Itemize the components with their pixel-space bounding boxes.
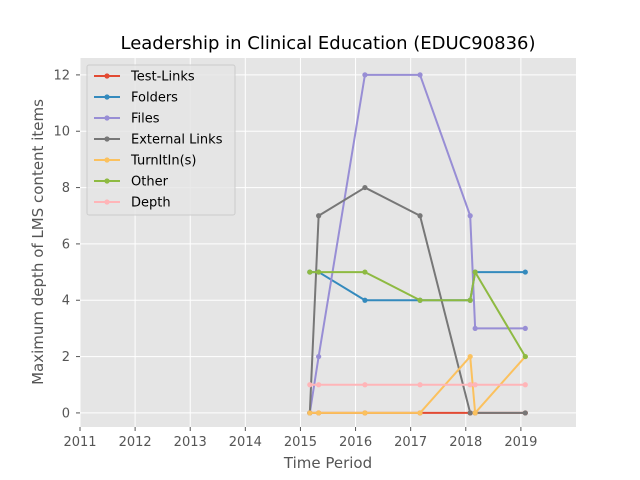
legend-label: Files: [131, 112, 160, 127]
y-axis-ticks: 0 2 4 6 8 10 12: [53, 68, 80, 421]
x-tick-label: 2019: [504, 435, 537, 450]
data-point: [307, 382, 313, 388]
data-point: [522, 382, 528, 388]
data-point: [472, 382, 478, 388]
data-point: [362, 382, 368, 388]
x-tick-label: 2011: [63, 435, 96, 450]
legend-label: Test-Links: [130, 70, 195, 85]
data-point: [307, 410, 313, 416]
legend-label: Depth: [131, 196, 171, 211]
data-point: [362, 184, 368, 191]
legend-label: Folders: [131, 91, 178, 106]
data-point: [417, 72, 423, 78]
data-point: [362, 72, 368, 78]
data-point: [316, 382, 322, 388]
x-tick-label: 2013: [174, 435, 207, 450]
legend-label: Other: [131, 175, 169, 190]
series-layer: [307, 72, 528, 416]
data-point: [467, 213, 473, 219]
data-point: [467, 382, 473, 388]
data-point: [362, 297, 368, 303]
x-tick-label: 2014: [229, 435, 262, 450]
y-tick-label: 4: [62, 294, 70, 309]
x-tick-label: 2017: [394, 435, 427, 450]
data-point: [417, 297, 423, 303]
data-point: [316, 410, 322, 416]
x-axis-ticks: 2011 2012 2013 2014 2015 2016 2017 2018 2019: [63, 427, 537, 450]
y-tick-label: 0: [62, 406, 70, 421]
legend-label: TurnItIn(s): [130, 154, 196, 169]
data-point: [467, 297, 473, 303]
data-point: [522, 325, 528, 332]
data-point: [362, 410, 368, 416]
data-point: [467, 353, 473, 360]
legend-box: [86, 64, 236, 216]
y-tick-label: 10: [53, 125, 70, 140]
legend-label: External Links: [131, 133, 223, 148]
y-tick-label: 6: [62, 237, 70, 252]
legend-marker: [104, 178, 110, 184]
data-point: [316, 269, 322, 275]
legend-marker: [104, 73, 110, 79]
x-tick-label: 2012: [119, 435, 152, 450]
data-point: [467, 410, 473, 416]
data-point: [417, 382, 423, 388]
chart-title: Leadership in Clinical Education (EDUC90…: [120, 33, 535, 54]
data-point: [522, 353, 528, 360]
data-point: [472, 269, 478, 275]
x-tick-label: 2016: [339, 435, 372, 450]
series-other: [307, 269, 528, 360]
x-tick-label: 2018: [449, 435, 482, 450]
legend-marker: [104, 199, 110, 205]
y-tick-label: 8: [62, 181, 70, 196]
data-point: [316, 353, 322, 360]
y-axis-title: Maximum depth of LMS content items: [29, 99, 47, 385]
data-point: [522, 410, 528, 416]
legend-marker: [104, 157, 110, 163]
legend: Test-Links Folders Files External Links Turn…: [86, 64, 236, 216]
legend-marker: [104, 94, 110, 100]
data-point: [417, 213, 423, 219]
data-point: [472, 325, 478, 332]
series-depth: [307, 382, 528, 388]
y-tick-label: 2: [62, 350, 70, 365]
legend-marker: [104, 136, 110, 142]
x-axis-title: Time Period: [283, 454, 372, 472]
y-tick-label: 12: [53, 68, 70, 83]
data-point: [307, 269, 313, 275]
data-point: [316, 213, 322, 219]
legend-marker: [104, 115, 110, 121]
data-point: [522, 269, 528, 275]
data-point: [362, 269, 368, 275]
data-point: [417, 410, 423, 416]
data-point: [472, 410, 478, 416]
x-tick-label: 2015: [284, 435, 317, 450]
